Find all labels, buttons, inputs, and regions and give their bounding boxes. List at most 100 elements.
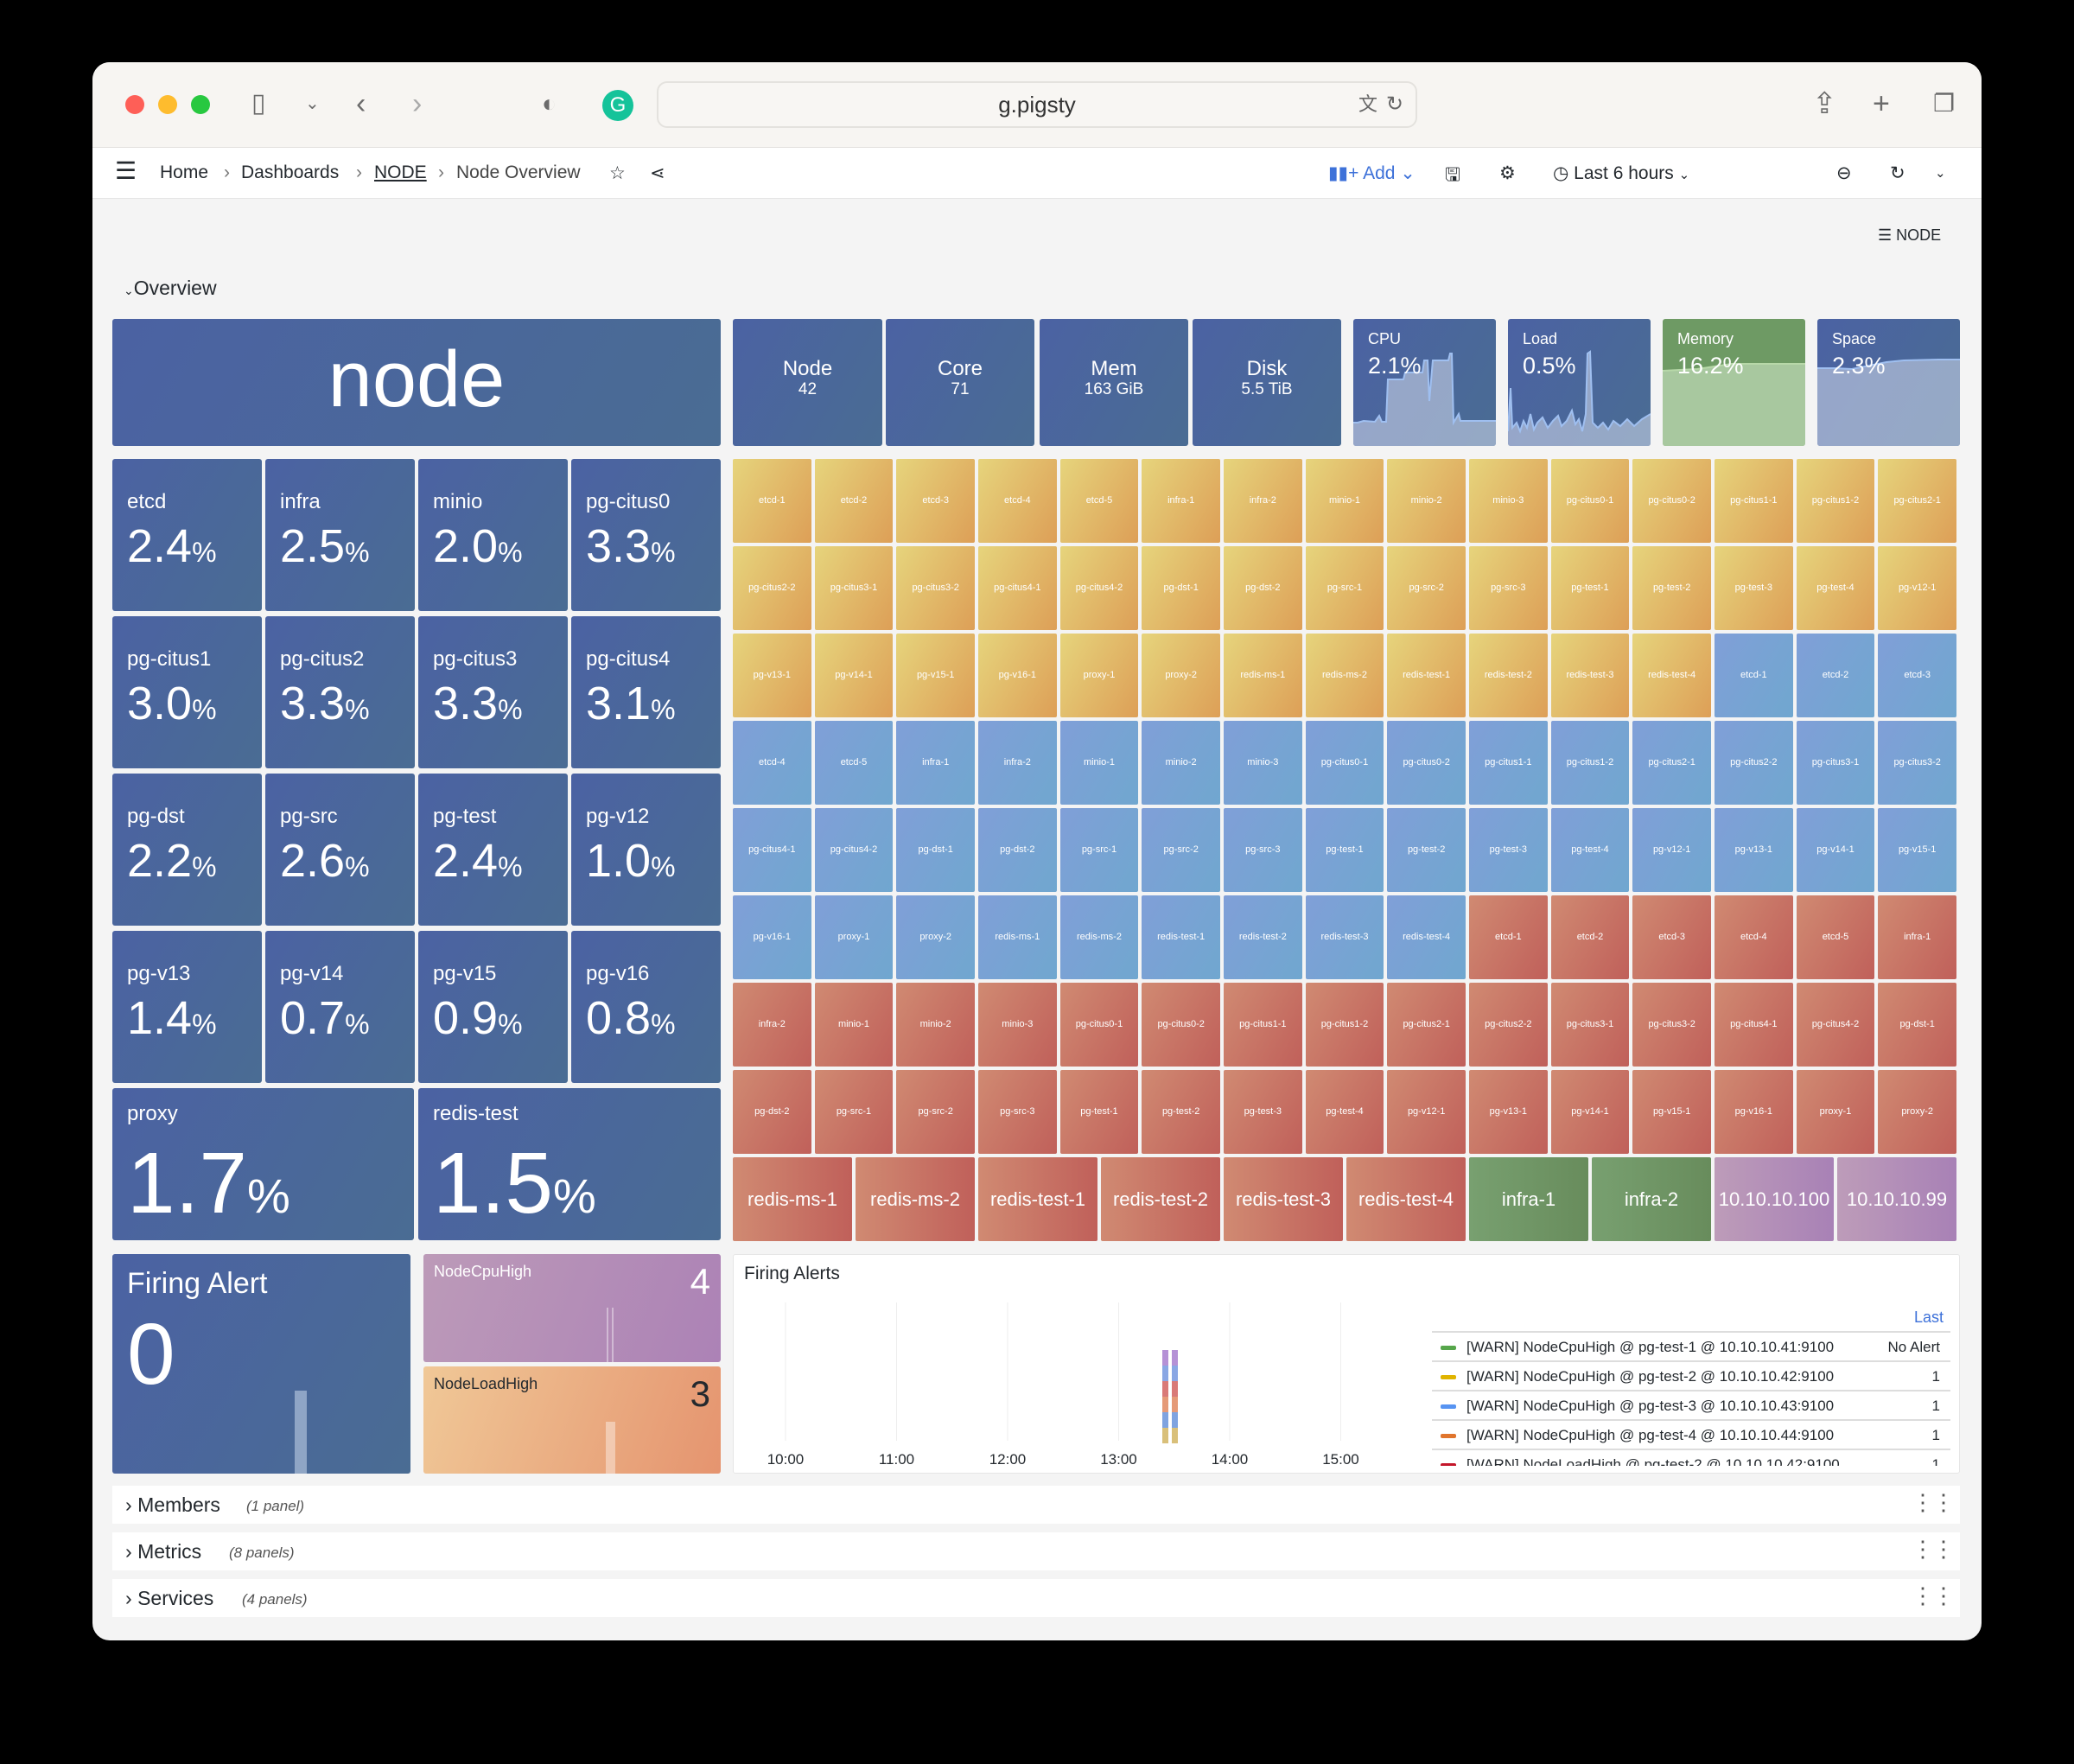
- host-cell[interactable]: pg-citus0-1: [1059, 983, 1139, 1067]
- host-cell[interactable]: pg-citus2-1: [1632, 721, 1711, 805]
- zoom-button[interactable]: [191, 95, 210, 114]
- host-cell[interactable]: redis-test-4: [1387, 895, 1466, 979]
- host-cell[interactable]: pg-src-1: [1059, 808, 1139, 892]
- share-icon[interactable]: ⇪: [1812, 87, 1837, 120]
- host-cell[interactable]: pg-citus0-1: [1550, 459, 1630, 543]
- add-button[interactable]: ▮▮+ Add ⌄: [1328, 163, 1416, 183]
- host-cell[interactable]: pg-v12-1: [1632, 808, 1711, 892]
- address-bar[interactable]: g.pigsty ⽂ ↻: [657, 81, 1417, 128]
- host-cell[interactable]: pg-dst-1: [896, 808, 975, 892]
- host-cell[interactable]: pg-citus1-2: [1796, 459, 1875, 543]
- host-cell[interactable]: proxy-2: [1142, 634, 1220, 717]
- host-cell[interactable]: pg-v14-1: [814, 634, 894, 717]
- host-cell[interactable]: etcd-3: [896, 459, 975, 543]
- host-cell[interactable]: pg-citus2-1: [1387, 983, 1466, 1067]
- host-cell[interactable]: pg-test-2: [1632, 546, 1711, 630]
- host-cell[interactable]: minio-1: [1305, 459, 1384, 543]
- legend-item[interactable]: [WARN] NodeCpuHigh @ pg-test-2 @ 10.10.1…: [1432, 1360, 1950, 1390]
- host-cell[interactable]: pg-test-2: [1387, 808, 1466, 892]
- host-cell[interactable]: pg-citus1-1: [1715, 459, 1793, 543]
- host-cell[interactable]: pg-src-3: [1224, 808, 1302, 892]
- group-pg-src-panel[interactable]: pg-src 2.6%: [265, 774, 415, 926]
- host-cell[interactable]: pg-citus4-2: [1059, 546, 1139, 630]
- host-cell[interactable]: pg-citus4-1: [733, 808, 811, 892]
- host-cell[interactable]: pg-citus3-1: [1796, 721, 1875, 805]
- row-overview[interactable]: ⌄Overview: [124, 277, 217, 299]
- host-cell[interactable]: proxy-1: [1059, 634, 1139, 717]
- host-cell[interactable]: pg-test-1: [1059, 1070, 1139, 1154]
- minimize-button[interactable]: [158, 95, 177, 114]
- legend-item[interactable]: [WARN] NodeCpuHigh @ pg-test-4 @ 10.10.1…: [1432, 1419, 1950, 1449]
- host-cell[interactable]: pg-src-3: [1469, 546, 1548, 630]
- host-cell[interactable]: pg-citus0-2: [1142, 983, 1220, 1067]
- legend-item[interactable]: [WARN] NodeLoadHigh @ pg-test-2 @ 10.10.…: [1432, 1449, 1950, 1466]
- host-cell[interactable]: pg-citus3-2: [896, 546, 975, 630]
- host-cell[interactable]: redis-ms-1: [733, 1157, 852, 1241]
- host-cell[interactable]: pg-citus4-2: [1796, 983, 1875, 1067]
- host-cell[interactable]: pg-src-1: [814, 1070, 894, 1154]
- host-cell[interactable]: pg-test-4: [1305, 1070, 1384, 1154]
- host-cell[interactable]: pg-v12-1: [1878, 546, 1956, 630]
- host-cell[interactable]: redis-ms-2: [1305, 634, 1384, 717]
- host-cell[interactable]: proxy-2: [896, 895, 975, 979]
- host-cell[interactable]: minio-1: [1059, 721, 1139, 805]
- host-cell[interactable]: pg-v16-1: [1715, 1070, 1793, 1154]
- host-cell[interactable]: redis-test-1: [978, 1157, 1097, 1241]
- host-cell[interactable]: redis-test-1: [1142, 895, 1220, 979]
- host-cell[interactable]: pg-v14-1: [1550, 1070, 1630, 1154]
- forward-icon[interactable]: ›: [412, 87, 423, 120]
- host-cell[interactable]: pg-citus4-1: [1715, 983, 1793, 1067]
- breadcrumb-node[interactable]: NODE: [374, 162, 427, 182]
- host-cell[interactable]: pg-citus1-2: [1550, 721, 1630, 805]
- refresh-interval-chevron-icon[interactable]: ⌄: [1935, 166, 1946, 181]
- group-pg-test-panel[interactable]: pg-test 2.4%: [418, 774, 568, 926]
- host-cell[interactable]: minio-3: [1224, 721, 1302, 805]
- star-icon[interactable]: ☆: [609, 163, 626, 183]
- sidebar-toggle-icon[interactable]: ▯: [251, 89, 266, 118]
- host-cell[interactable]: pg-citus1-2: [1305, 983, 1384, 1067]
- host-cell[interactable]: pg-test-2: [1142, 1070, 1220, 1154]
- breadcrumb-dashboards[interactable]: Dashboards: [241, 162, 340, 182]
- host-cell[interactable]: redis-ms-1: [1224, 634, 1302, 717]
- host-cell[interactable]: etcd-1: [733, 459, 811, 543]
- host-cell[interactable]: pg-v14-1: [1796, 808, 1875, 892]
- host-cell[interactable]: pg-citus0-2: [1632, 459, 1711, 543]
- host-cell[interactable]: redis-ms-1: [978, 895, 1057, 979]
- chevron-down-icon[interactable]: ⌄: [305, 94, 320, 113]
- menu-icon[interactable]: ☰: [115, 157, 137, 184]
- host-cell[interactable]: etcd-5: [1796, 895, 1875, 979]
- group-pg-citus2-panel[interactable]: pg-citus2 3.3%: [265, 616, 415, 768]
- host-cell[interactable]: infra-1: [1469, 1157, 1588, 1241]
- share-icon[interactable]: ⋖: [650, 163, 665, 183]
- host-cell[interactable]: pg-dst-2: [1224, 546, 1302, 630]
- group-pg-v13-panel[interactable]: pg-v13 1.4%: [112, 931, 262, 1083]
- refresh-icon[interactable]: ↻: [1890, 163, 1905, 183]
- host-cell[interactable]: minio-2: [896, 983, 975, 1067]
- host-cell[interactable]: infra-2: [1592, 1157, 1711, 1241]
- group-pg-citus4-panel[interactable]: pg-citus4 3.1%: [571, 616, 721, 768]
- host-cell[interactable]: redis-ms-2: [1059, 895, 1139, 979]
- host-cell[interactable]: pg-v16-1: [733, 895, 811, 979]
- host-cell[interactable]: pg-dst-1: [1878, 983, 1956, 1067]
- drag-handle-icon[interactable]: ⋮⋮: [1912, 1583, 1955, 1608]
- host-cell[interactable]: pg-citus4-2: [814, 808, 894, 892]
- host-cell[interactable]: pg-citus2-1: [1878, 459, 1956, 543]
- host-cell[interactable]: pg-test-4: [1796, 546, 1875, 630]
- host-cell[interactable]: pg-citus0-1: [1305, 721, 1384, 805]
- host-cell[interactable]: pg-test-3: [1469, 808, 1548, 892]
- host-cell[interactable]: infra-2: [978, 721, 1057, 805]
- host-cell[interactable]: pg-dst-2: [978, 808, 1057, 892]
- group-infra-panel[interactable]: infra 2.5%: [265, 459, 415, 611]
- host-cell[interactable]: infra-1: [1878, 895, 1956, 979]
- host-cell[interactable]: pg-citus2-2: [1469, 983, 1548, 1067]
- host-cell[interactable]: 10.10.10.100: [1715, 1157, 1834, 1241]
- host-cell[interactable]: pg-citus1-1: [1469, 721, 1548, 805]
- host-cell[interactable]: pg-test-3: [1715, 546, 1793, 630]
- group-pg-v15-panel[interactable]: pg-v15 0.9%: [418, 931, 568, 1083]
- group-pg-dst-panel[interactable]: pg-dst 2.2%: [112, 774, 262, 926]
- host-cell[interactable]: minio-2: [1142, 721, 1220, 805]
- host-cell[interactable]: etcd-5: [814, 721, 894, 805]
- breadcrumb-home[interactable]: Home: [160, 162, 209, 182]
- group-pg-citus0-panel[interactable]: pg-citus0 3.3%: [571, 459, 721, 611]
- host-cell[interactable]: pg-src-2: [896, 1070, 975, 1154]
